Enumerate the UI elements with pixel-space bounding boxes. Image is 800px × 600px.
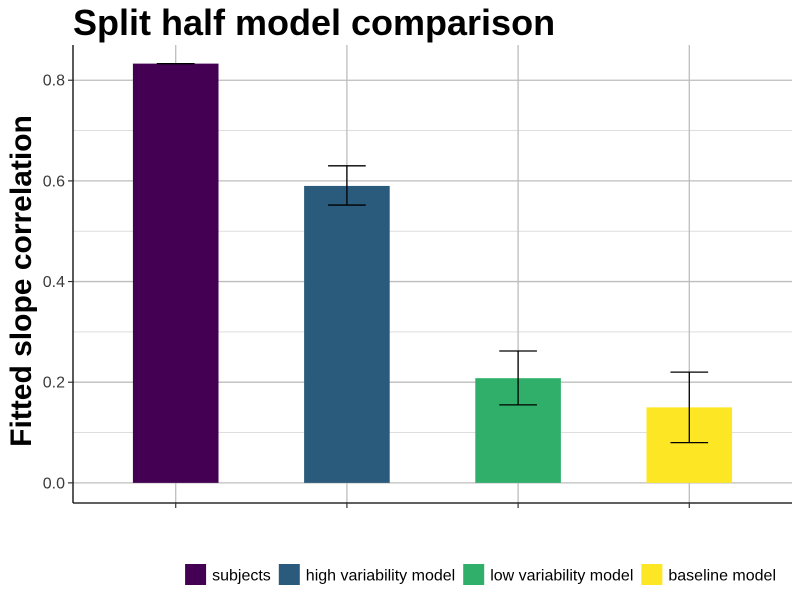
legend-item: low variability model [463,564,633,585]
y-tick-label: 0.0 [43,475,65,492]
legend-item: subjects [185,564,271,585]
chart-title: Split half model comparison [73,2,555,43]
y-tick-label: 0.4 [43,274,65,291]
legend-swatch [641,564,663,585]
legend-swatch [278,564,300,585]
legend-swatch [463,564,485,585]
legend-label: high variability model [306,568,455,585]
legend-label: subjects [212,568,271,585]
bars [132,63,733,483]
y-tick-label: 0.2 [43,375,65,392]
error-bar [499,350,537,406]
axes: 0.0 0.2 0.4 0.6 0.8 [43,45,792,508]
bar [304,185,390,483]
error-bar [328,165,366,206]
legend-swatch [185,564,207,585]
y-axis-label: Fitted slope correlation [5,115,38,447]
legend-label: low variability model [490,568,633,585]
legend-item: baseline model [641,564,776,585]
error-bars [156,62,709,444]
legend-label: baseline model [668,568,776,585]
y-tick-label: 0.8 [43,73,65,90]
y-tick-label: 0.6 [43,173,65,190]
error-bar [670,371,709,444]
bar [132,63,219,483]
legend: subjects high variability model low variab… [185,564,776,585]
legend-item: high variability model [278,564,455,585]
